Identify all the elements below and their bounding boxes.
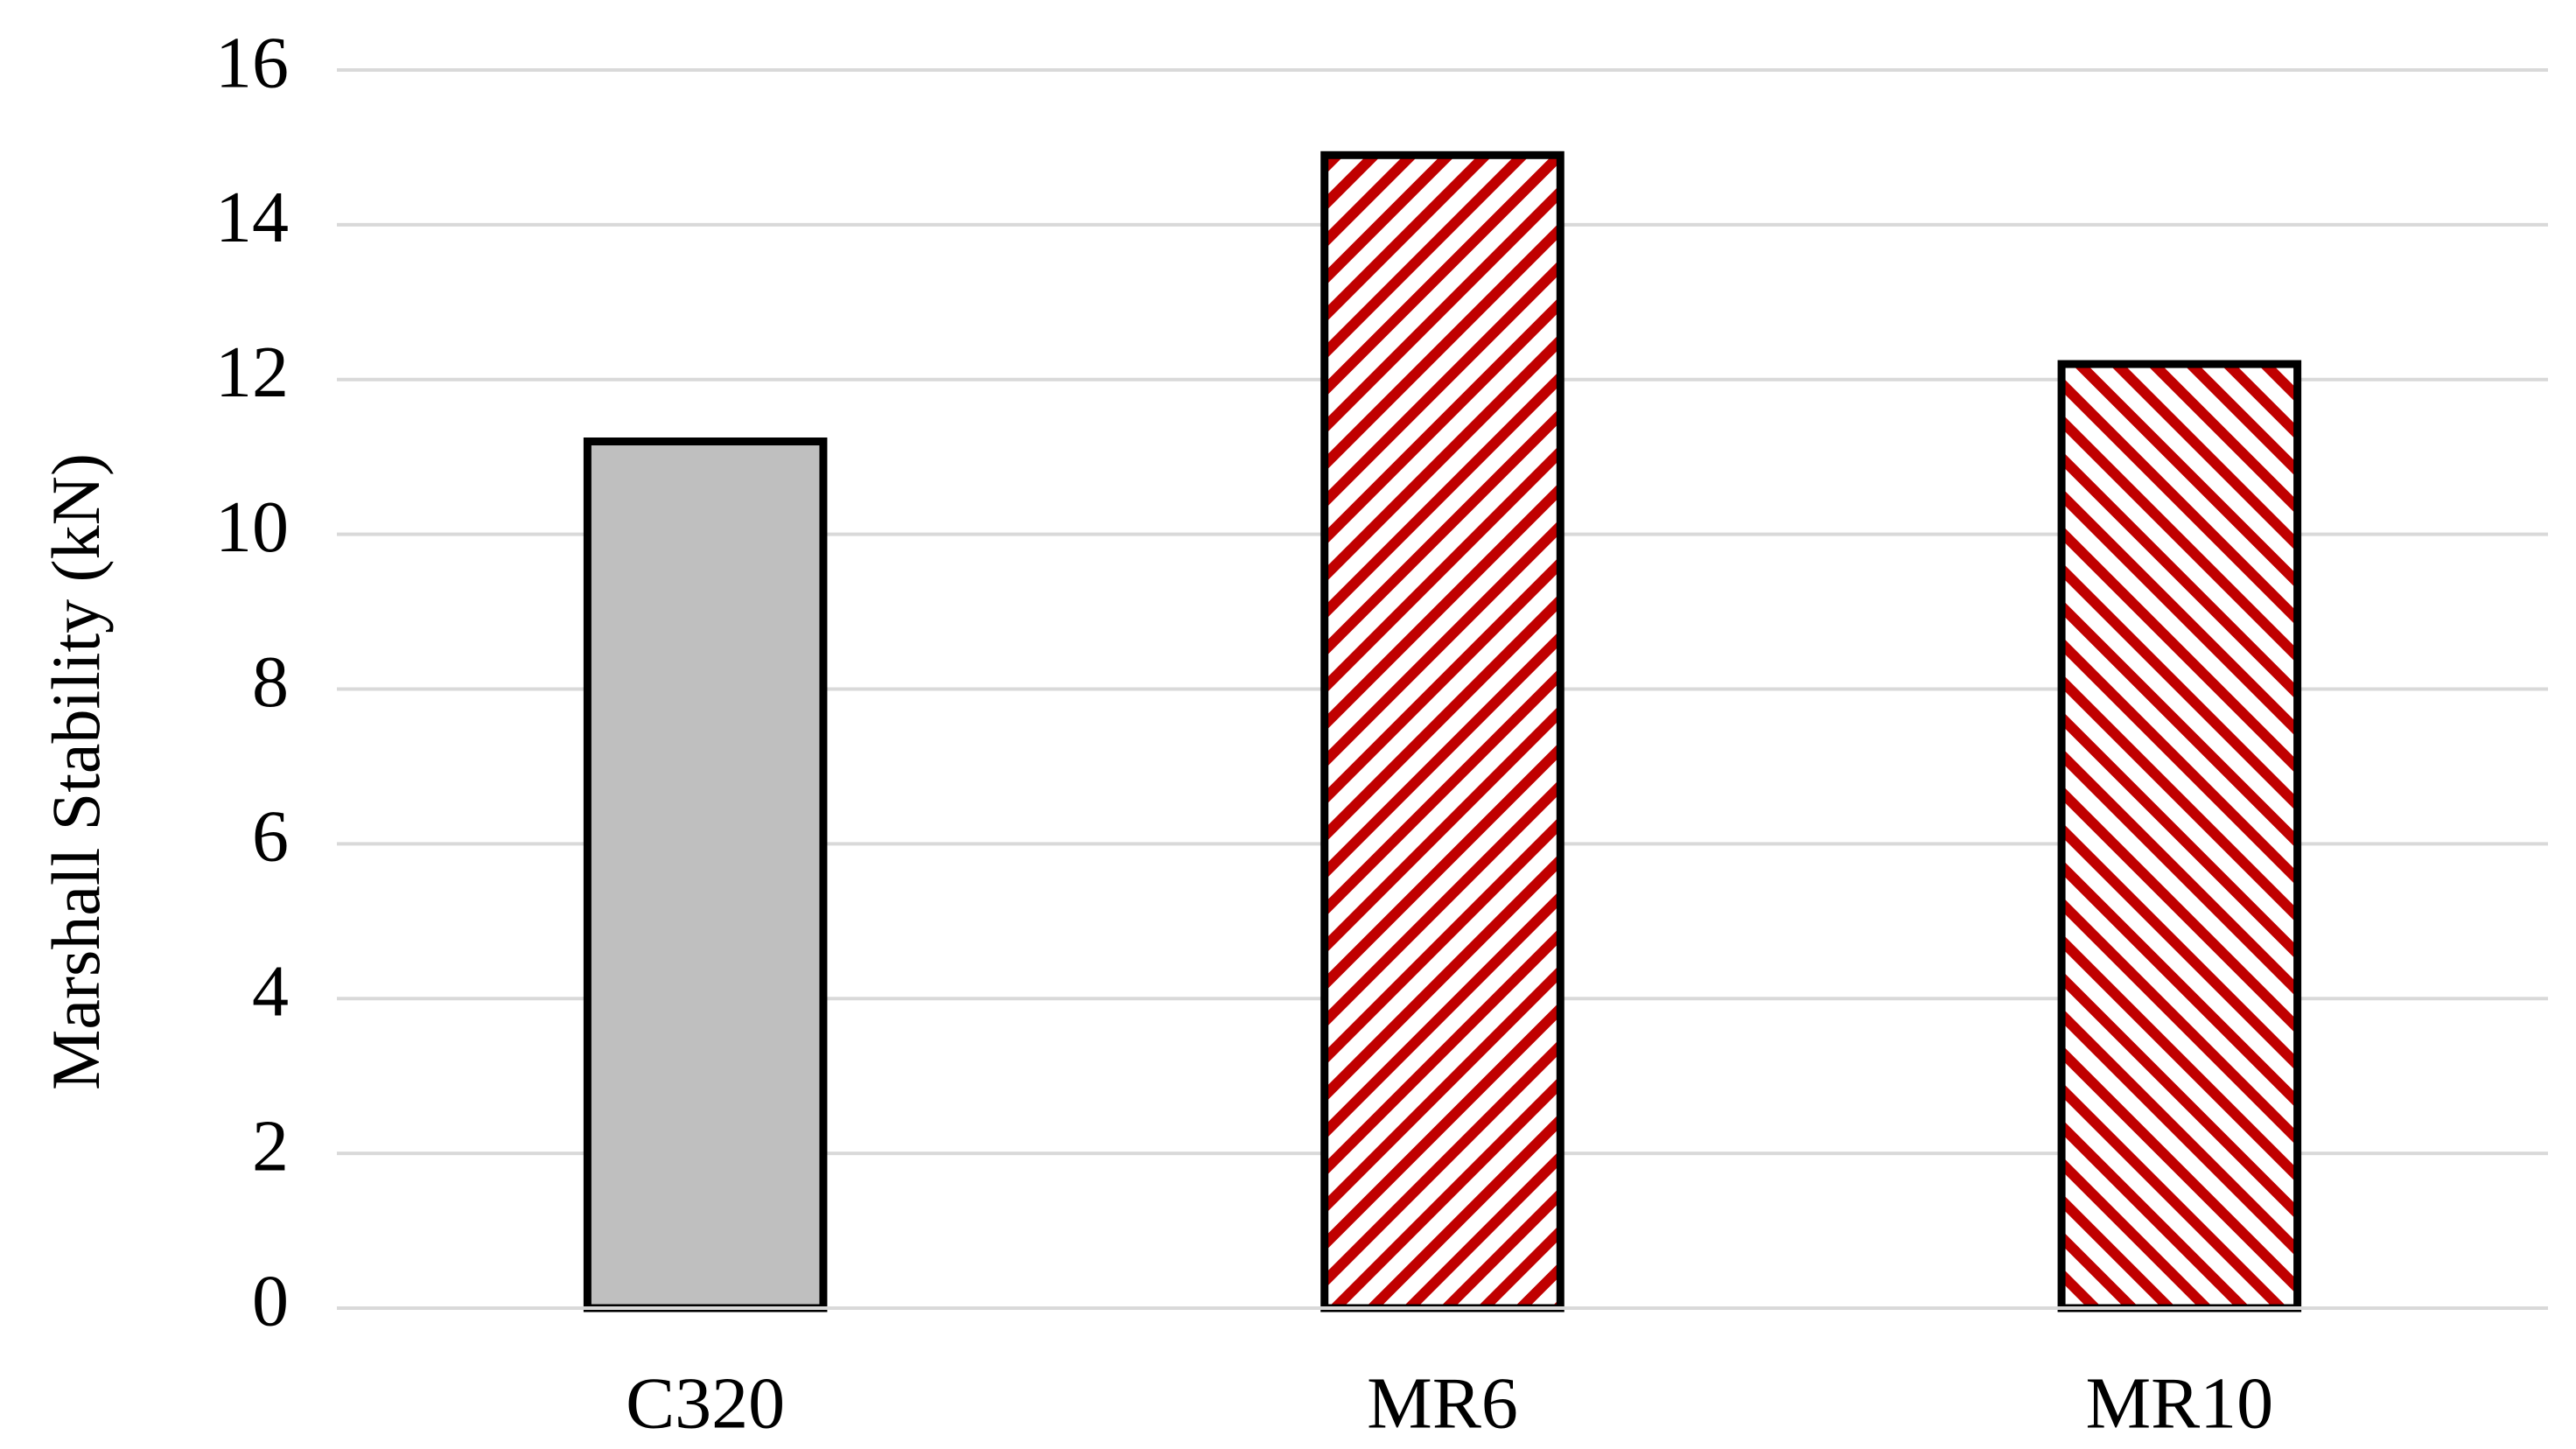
y-axis-title: Marshall Stability (kN) (38, 453, 114, 1090)
y-tick-label: 6 (252, 796, 289, 878)
x-tick-label: C320 (626, 1362, 785, 1444)
y-tick-label: 8 (252, 641, 289, 723)
y-tick-label: 12 (215, 332, 289, 413)
bar (1320, 150, 1564, 1312)
bar (2057, 360, 2302, 1312)
y-tick-label: 4 (252, 951, 289, 1032)
y-tick-label: 0 (252, 1260, 289, 1341)
bar (583, 438, 828, 1312)
y-tick-label: 16 (215, 22, 289, 103)
x-tick-label: MR10 (2085, 1362, 2273, 1444)
y-tick-label: 10 (215, 486, 289, 568)
y-tick-label: 14 (215, 177, 289, 258)
x-tick-label: MR6 (1367, 1362, 1518, 1444)
y-tick-label: 2 (252, 1105, 289, 1186)
